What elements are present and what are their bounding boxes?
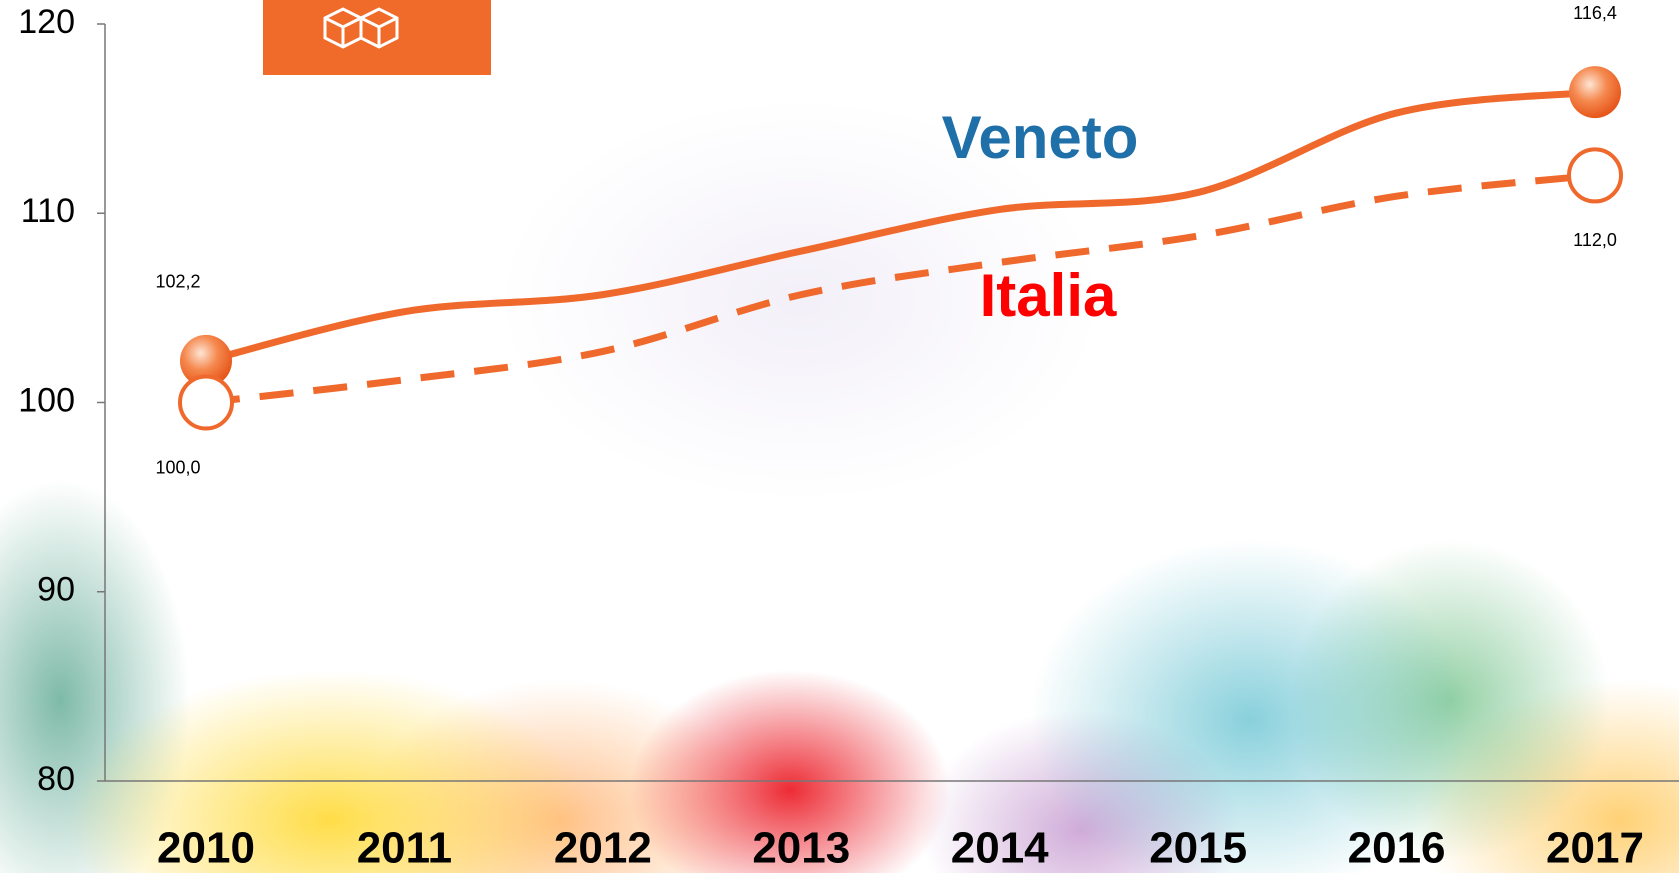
value-label: 102,2: [155, 272, 200, 292]
series-name: Italia: [980, 262, 1117, 329]
marker: [180, 377, 232, 429]
x-tick-label: 2016: [1348, 824, 1446, 873]
x-tick-label: 2011: [357, 824, 452, 873]
marker: [1569, 149, 1621, 201]
y-tick-label: 80: [37, 760, 75, 798]
chart: 80 90 100 110 120 2010 2011 2012 2013 2014 2015 201…: [0, 0, 1679, 873]
series-name: Veneto: [942, 104, 1139, 171]
y-tick-label: 120: [18, 3, 75, 41]
y-tick-label: 100: [18, 381, 75, 419]
y-tick-label: 110: [21, 192, 75, 230]
x-tick-label: 2017: [1546, 824, 1644, 873]
x-tick-label: 2010: [157, 824, 255, 873]
value-label: 116,4: [1573, 3, 1617, 23]
x-tick-label: 2014: [951, 824, 1049, 873]
slide: 80 90 100 110 120 2010 2011 2012 2013 2014 2015 201…: [0, 0, 1679, 873]
marker: [1569, 66, 1621, 118]
x-tick-label: 2015: [1149, 824, 1247, 873]
y-tick-label: 90: [37, 571, 75, 609]
value-label: 100,0: [155, 457, 200, 477]
value-label: 112,0: [1573, 230, 1617, 250]
x-tick-label: 2012: [554, 824, 652, 873]
series-line: [206, 175, 1595, 402]
x-tick-label: 2013: [752, 824, 850, 873]
logo: [263, 0, 491, 75]
series-line: [206, 92, 1595, 361]
